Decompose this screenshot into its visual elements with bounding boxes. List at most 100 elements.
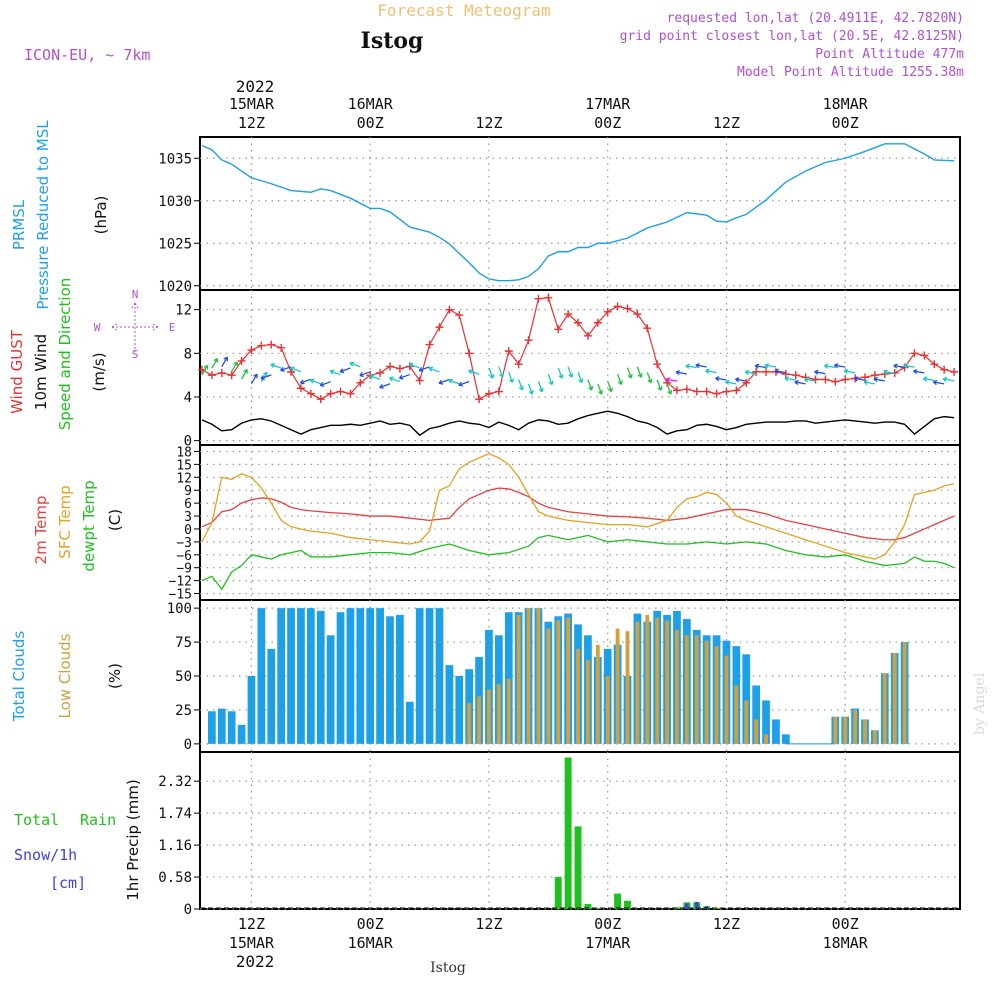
low-cloud-bar [734, 685, 739, 744]
low-cloud-bar [645, 614, 650, 744]
low-cloud-bar [477, 696, 481, 744]
wind-arrow-shaft [735, 378, 747, 382]
wind-arrow-shaft [883, 370, 895, 375]
wind-arrow-head [448, 378, 453, 384]
wind-arrow-shaft [290, 367, 302, 373]
wind-arrow-head [528, 390, 534, 395]
wind-direction-arrow [814, 369, 826, 375]
wind-arrow-shaft [527, 383, 533, 395]
time-label-hour: 12Z [238, 915, 265, 933]
wind-arrow-shaft [458, 380, 470, 386]
wind-direction-arrow [508, 371, 514, 383]
wind-arrow-shaft [873, 378, 885, 382]
wind-arrow-head [665, 377, 671, 383]
gust-marker [296, 384, 305, 393]
total-cloud-bar [425, 608, 434, 744]
wind-arrow-head [932, 379, 938, 386]
wind-arrow-head [548, 380, 554, 386]
total-cloud-bar [237, 724, 246, 744]
wind-label-10m: 10m Wind [32, 334, 50, 410]
total-cloud-bar [208, 711, 216, 744]
total-cloud-bar [356, 608, 365, 744]
wind-direction-arrow [527, 383, 534, 395]
gust-marker [950, 367, 959, 376]
y-tick-label: −3 [176, 536, 192, 551]
wind-arrow-head [428, 366, 434, 372]
low-cloud-bar [704, 640, 709, 744]
temp2m-line [201, 487, 955, 541]
wind-direction-arrow [804, 377, 816, 383]
y-tick-label: 0 [184, 523, 192, 538]
wind-arrow-head [508, 378, 514, 383]
low-cloud-bar [872, 730, 877, 744]
clouds-label-total: Total Clouds [10, 631, 28, 723]
wind-arrow-shaft [656, 379, 662, 391]
gust-marker [247, 346, 256, 355]
wind-arrow-head [408, 362, 414, 368]
y-tick-label: 2.32 [158, 774, 192, 790]
wind-direction-arrow [833, 363, 846, 369]
wind-arrow-head [499, 373, 505, 378]
compass-cross [111, 302, 159, 352]
snow-bar [685, 903, 689, 909]
total-cloud-bar [316, 610, 325, 744]
wind-arrow-shaft [250, 373, 258, 385]
low-cloud-bar [496, 684, 501, 744]
wind-direction-arrow [843, 368, 856, 374]
gust-marker [653, 360, 662, 369]
chart-footer: 2022 Istog by Angel [236, 672, 988, 976]
y-tick-label: −15 [169, 588, 192, 603]
wind-arrow-shaft [774, 370, 786, 374]
total-cloud-bar [247, 676, 256, 744]
y-tick-label: 9 [184, 484, 192, 499]
total-cloud-bar [504, 612, 513, 744]
wind-label-gust: Wind GUST [8, 329, 26, 414]
wind-direction-arrow [784, 376, 796, 382]
wind-arrow-shaft [913, 370, 925, 374]
gust-marker [376, 368, 385, 377]
total-cloud-bar [742, 654, 751, 744]
wind-direction-arrow [744, 369, 757, 376]
total-cloud-bar [781, 734, 790, 744]
wind-arrow-shaft [666, 383, 672, 395]
total-cloud-bar [455, 676, 464, 744]
low-cloud-bar [665, 620, 670, 744]
wind-arrow-head [518, 385, 524, 391]
wind-direction-arrow [468, 369, 480, 376]
wind-arrow-head [627, 373, 633, 379]
gust-marker [356, 378, 365, 387]
y-tick-label: 0.58 [158, 870, 192, 886]
wind-arrow-shaft [616, 373, 622, 385]
wind-direction-arrow [824, 363, 836, 369]
wind-direction-arrow [438, 378, 450, 385]
wind-arrow-shaft [933, 381, 945, 385]
low-cloud-bar [615, 628, 620, 744]
pressure-label-prmsl: PRMSL [10, 199, 28, 250]
wind-arrow-shaft [666, 378, 678, 382]
wind-arrow-head [538, 387, 544, 393]
low-cloud-bar [714, 646, 719, 744]
gust-marker [465, 349, 474, 358]
wind-arrow-shaft [607, 381, 613, 392]
time-label-date: 16MAR [348, 934, 394, 952]
wind-speed-line [201, 410, 955, 437]
wind-arrow-shaft [320, 381, 331, 387]
footer-location: Istog [430, 960, 466, 976]
total-cloud-bar [287, 608, 295, 744]
wind-direction-arrow [240, 369, 248, 380]
wind-direction-arrow [607, 381, 613, 393]
gust-marker [762, 367, 771, 376]
time-label-hour: 00Z [594, 114, 621, 132]
wind-direction-arrow [498, 366, 505, 378]
wind-arrow-head [223, 356, 228, 362]
time-label-hour: 12Z [713, 915, 740, 933]
wind-arrow-head [329, 369, 335, 375]
gust-marker [583, 331, 592, 340]
wind-arrow-shaft [359, 371, 371, 377]
wind-label-unit: (m/s) [90, 352, 108, 391]
total-cloud-bar [306, 608, 315, 744]
wind-direction-arrow [754, 363, 767, 369]
gust-marker [455, 311, 464, 320]
wind-direction-arrow [903, 363, 915, 369]
low-cloud-bar [516, 614, 521, 744]
